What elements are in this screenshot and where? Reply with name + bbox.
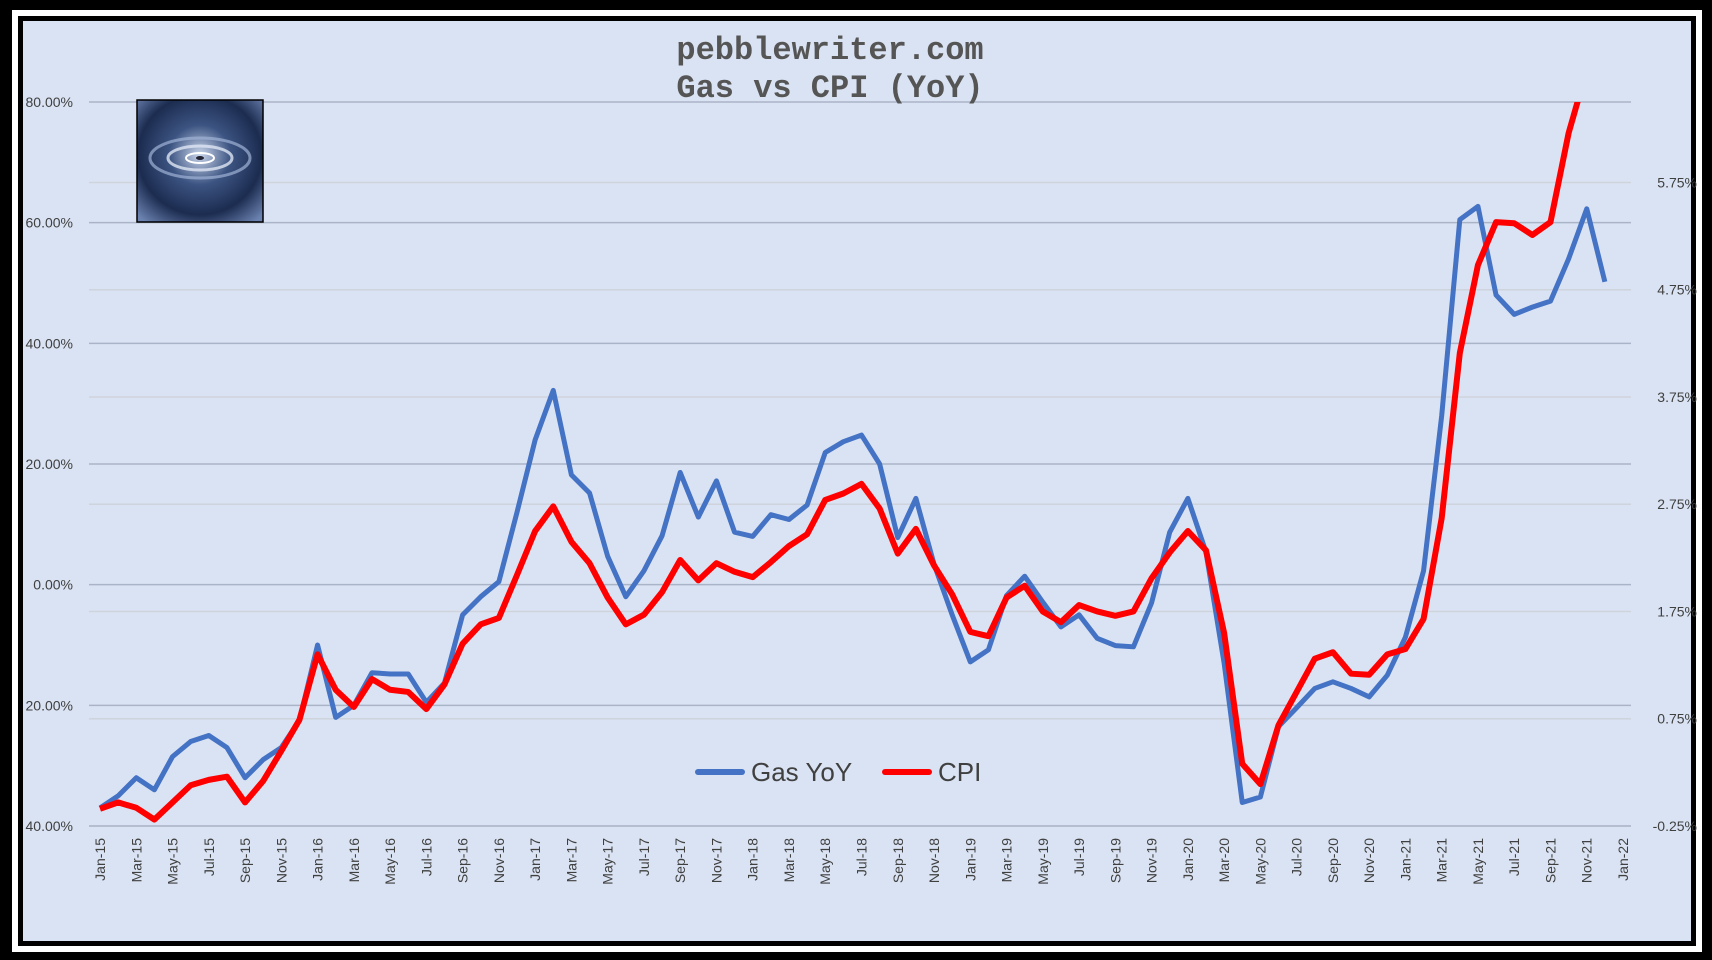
left-tick-label: 40.00% [26,335,73,351]
right-tick-label: 1.75% [1657,603,1697,619]
left-tick-label: 20.00% [26,456,73,472]
chart-background [23,21,1691,941]
left-tick-label: 20.00% [26,697,73,713]
x-tick-label: Sep-20 [1325,838,1341,883]
x-tick-label: Sep-18 [890,838,906,883]
frame-inner [12,10,1702,952]
cpi-line [98,102,1581,823]
gas-yoy-line [98,203,1608,810]
right-tick-label: 5.75% [1657,174,1697,190]
x-axis-ticks: Jan-15 Mar-15 May-15 Jul-15 Sep-15 Nov-15 Jan-… [92,838,1631,885]
x-tick-label: May-15 [165,838,181,885]
x-tick-label: Jul-20 [1289,838,1305,876]
chart-subtitle: Gas vs CPI (YoY) [676,70,983,107]
x-tick-label: Mar-15 [128,838,144,883]
x-tick-label: Jul-21 [1506,838,1522,876]
x-tick-label: Nov-19 [1144,838,1160,883]
x-tick-label: Nov-16 [491,838,507,883]
x-tick-label: Mar-21 [1434,838,1450,883]
right-tick-label: 2.75% [1657,496,1697,512]
x-tick-label: Jan-16 [310,838,326,881]
x-tick-label: Mar-18 [781,838,797,883]
left-tick-label: 40.00% [26,818,73,834]
x-tick-label: Mar-16 [346,838,362,883]
right-tick-label: 3.75% [1657,389,1697,405]
x-tick-label: Jul-18 [854,838,870,876]
x-tick-label: Sep-16 [455,838,471,883]
x-tick-label: May-18 [817,838,833,885]
gridlines [89,101,1631,827]
x-tick-label: Sep-21 [1542,838,1558,883]
x-tick-label: Mar-20 [1216,838,1232,883]
x-tick-label: Jan-21 [1397,838,1413,881]
x-tick-label: Jul-15 [201,838,217,876]
x-tick-label: Mar-19 [999,838,1015,883]
x-tick-label: May-21 [1470,838,1486,885]
right-axis-ticks: 5.75% 4.75% 3.75% 2.75% 1.75% 0.75% -0.25% [1653,174,1697,834]
x-tick-label: Jul-16 [418,838,434,876]
right-tick-label: 0.75% [1657,711,1697,727]
x-tick-label: Jan-17 [527,838,543,881]
x-tick-label: Nov-20 [1361,838,1377,883]
right-tick-label: 4.75% [1657,282,1697,298]
left-tick-label: 60.00% [26,215,73,231]
right-tick-label: -0.25% [1653,818,1697,834]
left-tick-label: 0.00% [33,577,73,593]
x-tick-label: Jul-19 [1071,838,1087,876]
x-tick-label: May-16 [382,838,398,885]
x-tick-label: Jan-22 [1615,838,1631,881]
x-tick-label: Jan-18 [745,838,761,881]
legend: Gas YoY CPI [695,757,981,787]
x-tick-label: Jan-15 [92,838,108,881]
x-tick-label: Jul-17 [636,838,652,876]
x-tick-label: Jan-19 [962,838,978,881]
x-tick-label: May-20 [1252,838,1268,885]
x-tick-label: Sep-15 [237,838,253,883]
x-tick-label: May-19 [1035,838,1051,885]
pebble-logo-image [136,99,264,223]
left-axis-ticks: 80.00% 60.00% 40.00% 20.00% 0.00% 20.00% 40.00… [26,94,73,834]
x-tick-label: Jan-20 [1180,838,1196,881]
chart-title: pebblewriter.com [676,32,983,69]
frame-panel [18,16,1696,946]
x-tick-label: Nov-18 [926,838,942,883]
x-tick-label: Sep-17 [672,838,688,883]
left-tick-label: 80.00% [26,94,73,110]
legend-gas-label: Gas YoY [751,757,852,787]
x-tick-label: Nov-21 [1579,838,1595,883]
legend-cpi-label: CPI [938,757,981,787]
x-tick-label: Nov-17 [708,838,724,883]
series-lines [98,102,1608,823]
x-tick-label: Mar-17 [563,838,579,883]
x-tick-label: May-17 [600,838,616,885]
x-tick-label: Sep-19 [1107,838,1123,883]
x-tick-label: Nov-15 [273,838,289,883]
